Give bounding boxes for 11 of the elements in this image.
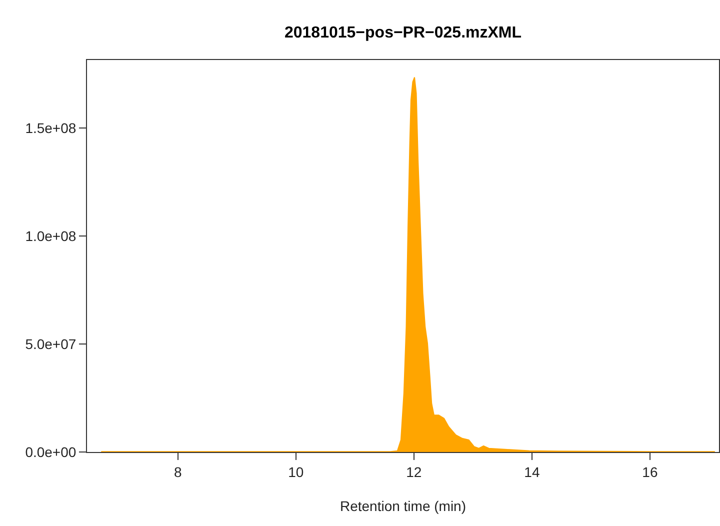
y-tick-label: 5.0e+07 — [25, 336, 76, 352]
x-axis-title: Retention time (min) — [340, 498, 466, 514]
x-tick-label: 14 — [524, 464, 540, 480]
x-tick-label: 16 — [642, 464, 658, 480]
y-tick-label: 0.0e+00 — [25, 444, 76, 460]
x-tick-label: 10 — [288, 464, 304, 480]
chart-title: 20181015−pos−PR−025.mzXML — [284, 24, 522, 42]
x-tick-label: 12 — [406, 464, 422, 480]
x-tick-label: 8 — [174, 464, 182, 480]
y-tick-label: 1.0e+08 — [25, 228, 76, 244]
y-tick-label: 1.5e+08 — [25, 120, 76, 136]
